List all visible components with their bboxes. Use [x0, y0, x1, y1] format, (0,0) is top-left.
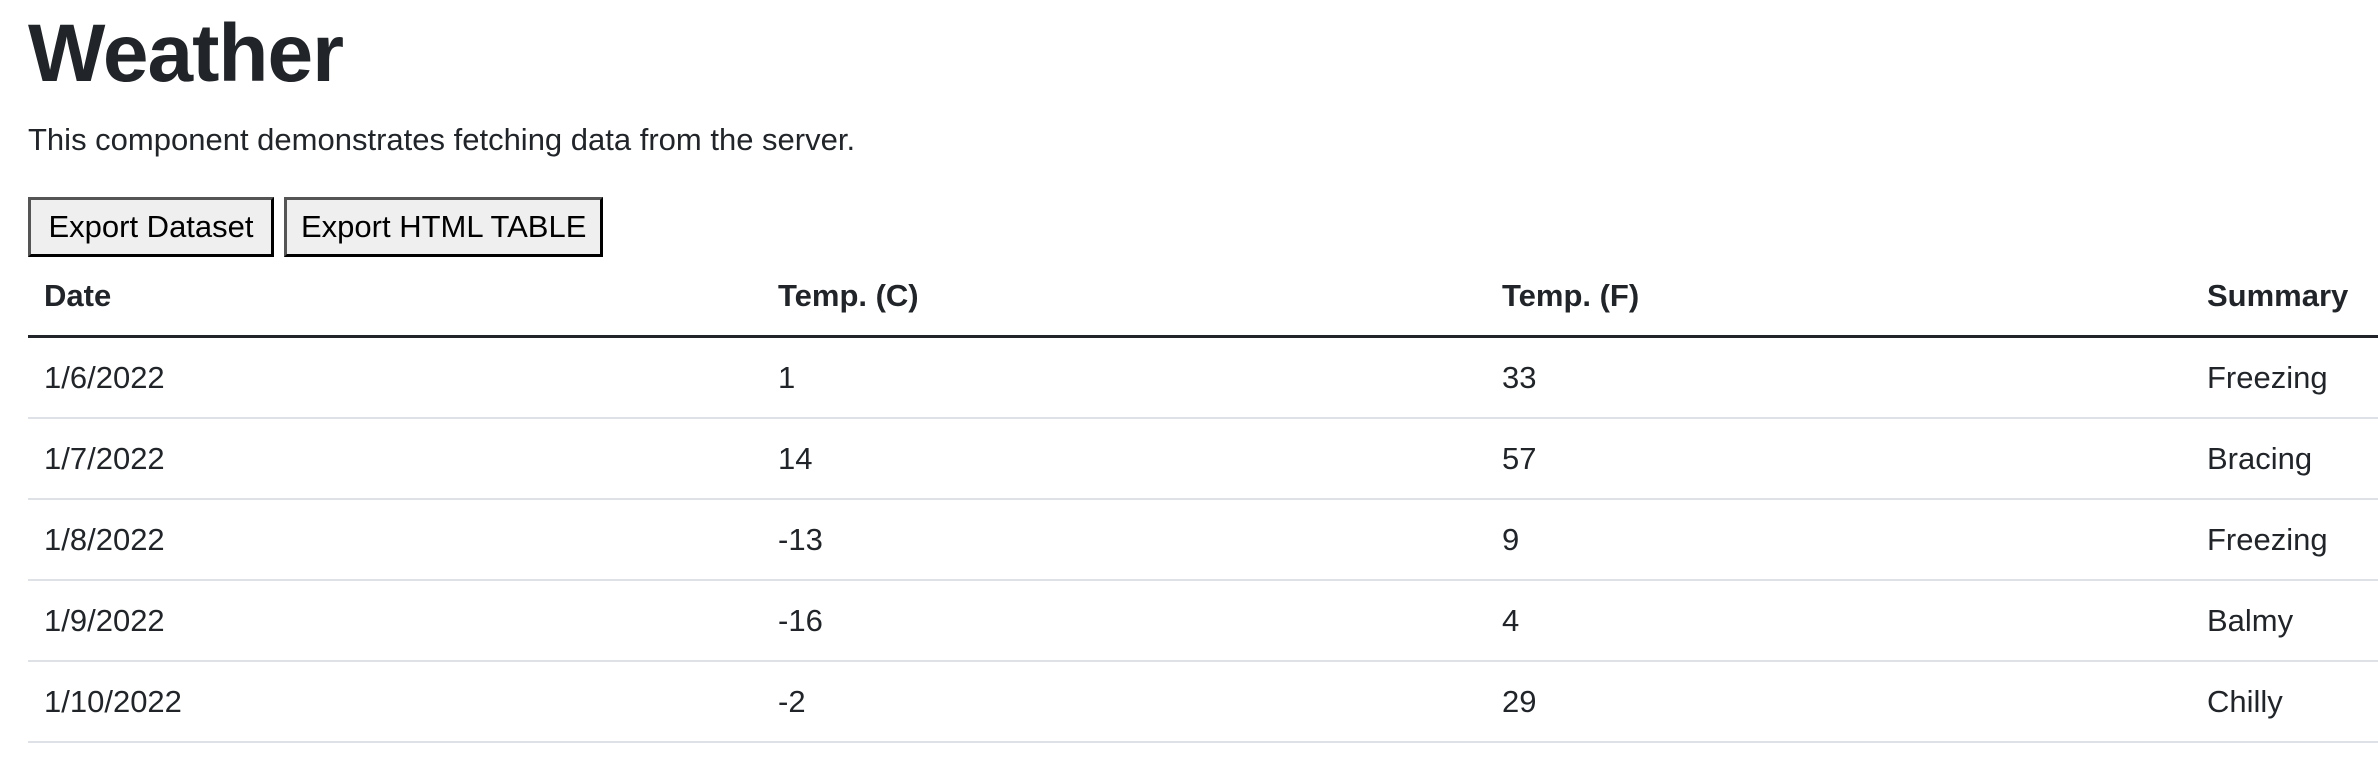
cell-summary: Freezing [2191, 336, 2378, 419]
cell-summary: Bracing [2191, 418, 2378, 500]
cell-temp-c: -16 [762, 580, 1486, 662]
page-title: Weather [28, 8, 344, 99]
cell-temp-f: 29 [1486, 661, 2191, 743]
table-row: 1/6/2022 1 33 Freezing [28, 336, 2378, 419]
table-header-row: Date Temp. (C) Temp. (F) Summary [28, 257, 2378, 338]
cell-date: 1/10/2022 [28, 661, 762, 743]
page-description: This component demonstrates fetching dat… [28, 122, 856, 157]
export-html-table-button[interactable]: Export HTML TABLE [284, 197, 604, 257]
header-temp-f: Temp. (F) [1486, 257, 2191, 338]
cell-date: 1/6/2022 [28, 336, 762, 419]
cell-temp-f: 57 [1486, 418, 2191, 500]
header-summary: Summary [2191, 257, 2378, 338]
cell-date: 1/7/2022 [28, 418, 762, 500]
cell-temp-c: -13 [762, 499, 1486, 581]
header-date: Date [28, 257, 762, 338]
cell-date: 1/8/2022 [28, 499, 762, 581]
table-row: 1/9/2022 -16 4 Balmy [28, 580, 2378, 662]
table-row: 1/10/2022 -2 29 Chilly [28, 661, 2378, 743]
cell-summary: Balmy [2191, 580, 2378, 662]
cell-temp-c: -2 [762, 661, 1486, 743]
table-row: 1/7/2022 14 57 Bracing [28, 418, 2378, 500]
cell-temp-c: 14 [762, 418, 1486, 500]
cell-temp-f: 4 [1486, 580, 2191, 662]
table-row: 1/8/2022 -13 9 Freezing [28, 499, 2378, 581]
cell-summary: Freezing [2191, 499, 2378, 581]
header-temp-c: Temp. (C) [762, 257, 1486, 338]
cell-summary: Chilly [2191, 661, 2378, 743]
export-toolbar: Export Dataset Export HTML TABLE [28, 197, 604, 257]
cell-temp-f: 9 [1486, 499, 2191, 581]
cell-date: 1/9/2022 [28, 580, 762, 662]
cell-temp-c: 1 [762, 336, 1486, 419]
weather-table: Date Temp. (C) Temp. (F) Summary 1/6/202… [28, 257, 2378, 743]
export-dataset-button[interactable]: Export Dataset [28, 197, 274, 257]
cell-temp-f: 33 [1486, 336, 2191, 419]
